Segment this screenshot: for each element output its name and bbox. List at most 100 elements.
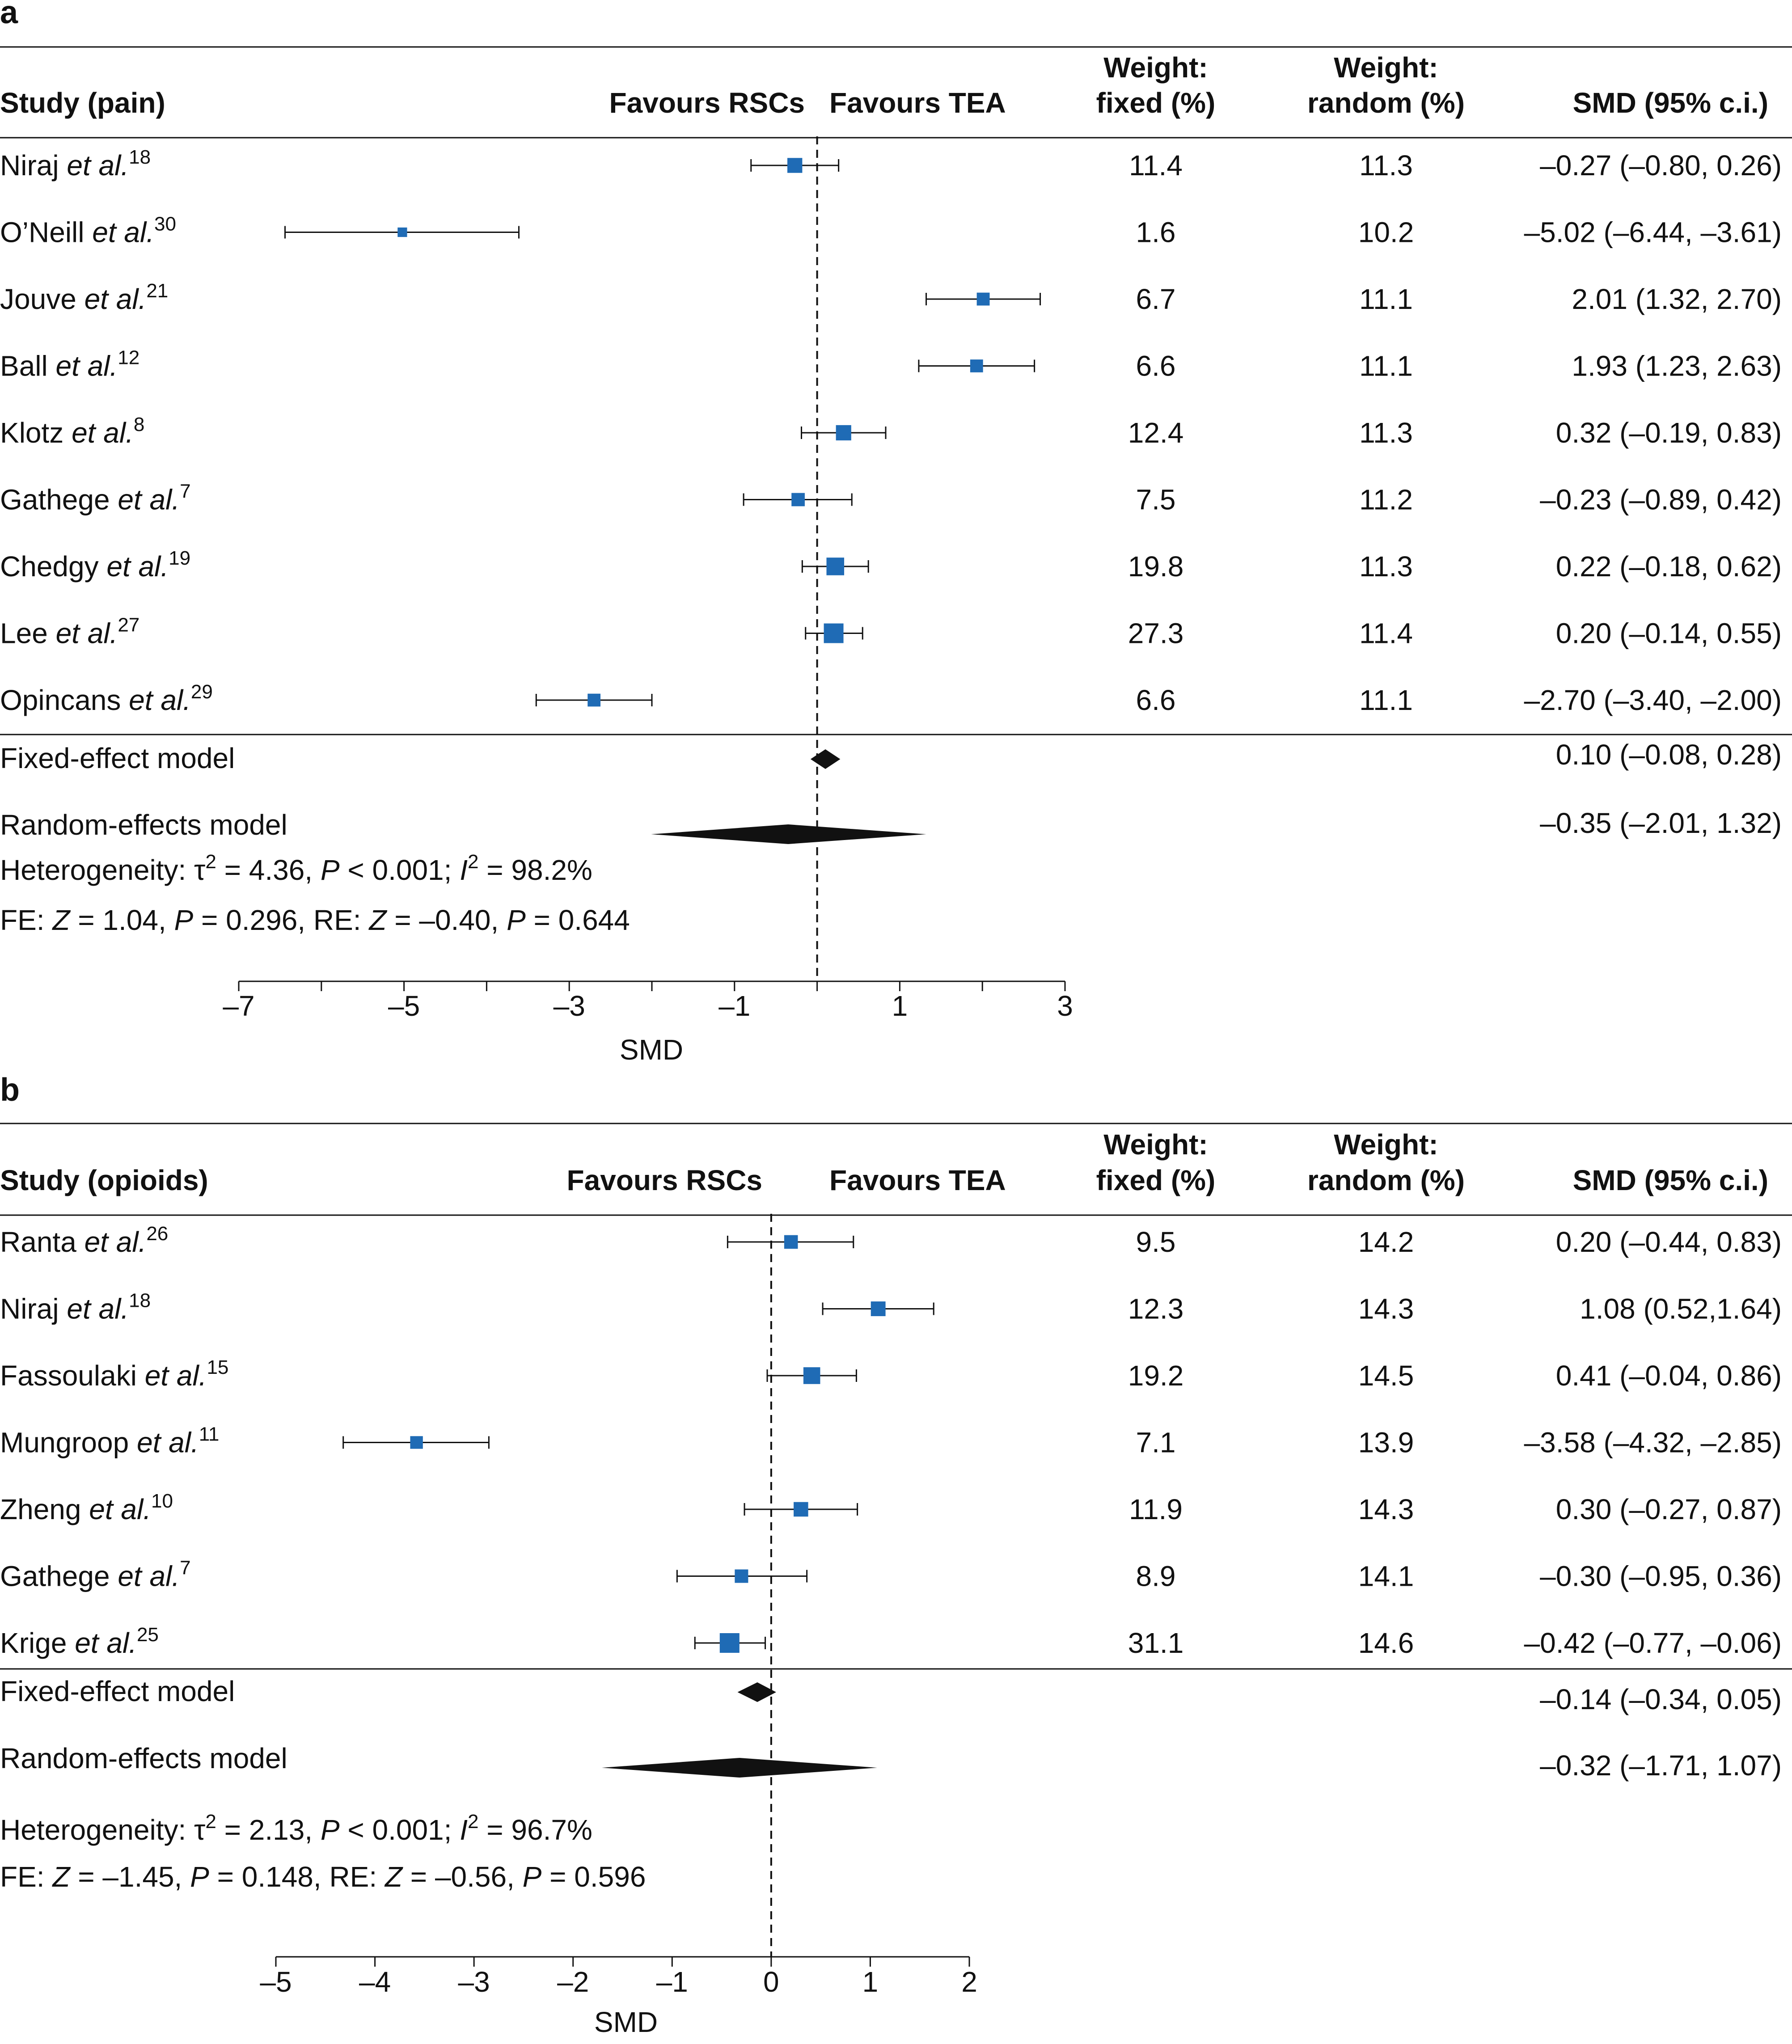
study-effect-marker — [836, 425, 851, 441]
study-name: O’Neill et al.30 — [0, 213, 176, 249]
overall-effect-tests: FE: Z = –1.45, P = 0.148, RE: Z = –0.56,… — [0, 1861, 646, 1893]
study-row: Klotz et al.8 12.4 11.3 0.32 (–0.19, 0.83) — [0, 414, 1782, 449]
study-et-al: et al. — [106, 550, 169, 583]
study-author: Gathege — [0, 484, 118, 516]
study-effect-marker — [826, 557, 845, 575]
weight-random-value: 11.4 — [1359, 617, 1413, 650]
heterogeneity-text: Heterogeneity: τ2 = 4.36, P < 0.001; I2 … — [0, 851, 592, 886]
heterogeneity-tau-exponent: 2 — [205, 851, 216, 873]
weight-random-value: 11.1 — [1359, 684, 1413, 716]
weight-random-value: 14.1 — [1358, 1560, 1414, 1592]
study-author: Mungroop — [0, 1427, 137, 1459]
study-reference: 18 — [129, 1290, 151, 1312]
study-row: Ball et al.12 6.6 11.1 1.93 (1.23, 2.63) — [0, 347, 1782, 382]
heterogeneity-tau-label: Heterogeneity: τ — [0, 854, 205, 886]
study-author: O’Neill — [0, 216, 92, 249]
heterogeneity-tau-label: Heterogeneity: τ — [0, 1814, 205, 1846]
study-effect-marker — [410, 1436, 423, 1449]
heterogeneity-i-exponent: 2 — [468, 851, 478, 873]
re-p-symbol: P — [507, 904, 526, 936]
heterogeneity-tau-value: = 2.13, — [216, 1814, 321, 1846]
study-effect-marker — [791, 493, 805, 507]
smd-ci-value: 1.93 (1.23, 2.63) — [1572, 350, 1782, 382]
weight-fixed-value: 6.6 — [1136, 350, 1176, 382]
heterogeneity-p-symbol: P — [321, 854, 340, 886]
weight-fixed-value: 7.1 — [1136, 1427, 1176, 1459]
fe-z-symbol: Z — [51, 904, 71, 936]
weight-fixed-value: 12.3 — [1128, 1293, 1184, 1325]
smd-ci-value: –3.58 (–4.32, –2.85) — [1524, 1427, 1782, 1459]
study-name: Gathege et al.7 — [0, 481, 191, 516]
study-effect-marker — [587, 693, 601, 707]
weight-random-value: 10.2 — [1358, 216, 1414, 249]
study-author: Klotz — [0, 417, 72, 449]
weight-random-value: 14.6 — [1358, 1627, 1414, 1659]
fixed-effect-label: Fixed-effect model — [0, 1675, 235, 1707]
study-name: Chedgy et al.19 — [0, 547, 190, 583]
study-author: Jouve — [0, 283, 85, 315]
x-axis-tick-label: 3 — [1057, 990, 1073, 1022]
study-effect-marker — [976, 292, 990, 306]
study-reference: 10 — [151, 1490, 173, 1512]
smd-ci-value: –0.42 (–0.77, –0.06) — [1524, 1627, 1782, 1659]
column-header-weight-fixed-line1: Weight: — [1103, 1128, 1208, 1161]
column-header-study: Study (opioids) — [0, 1164, 208, 1196]
forest-panel-a: a Study (pain) Favours RSCs Favours TEA Weig… — [0, 0, 1792, 1066]
weight-random-value: 11.2 — [1359, 484, 1413, 516]
weight-random-value: 11.3 — [1359, 417, 1413, 449]
study-name: Opincans et al.29 — [0, 681, 213, 716]
study-row: Zheng et al.10 11.9 14.3 0.30 (–0.27, 0.87) — [0, 1490, 1782, 1525]
study-author: Lee — [0, 617, 56, 650]
weight-random-value: 13.9 — [1358, 1427, 1414, 1459]
weight-fixed-value: 8.9 — [1136, 1560, 1176, 1592]
study-reference: 12 — [118, 347, 139, 369]
study-author: Ranta — [0, 1226, 85, 1258]
x-axis-tick-label: –2 — [557, 1966, 589, 1998]
study-et-al: et al. — [56, 617, 118, 650]
x-axis-tick-label: 1 — [862, 1966, 879, 1998]
study-reference: 8 — [134, 414, 144, 435]
fixed-effect-diamond — [810, 749, 841, 769]
study-name: Niraj et al.18 — [0, 1290, 151, 1325]
study-et-al: et al. — [67, 149, 129, 182]
study-row: Mungroop et al.11 7.1 13.9 –3.58 (–4.32, –2… — [0, 1423, 1782, 1459]
column-header-study: Study (pain) — [0, 87, 165, 119]
x-axis-tick-label: –5 — [388, 990, 420, 1022]
column-header-weight-fixed-line1: Weight: — [1103, 51, 1208, 84]
weight-random-value: 14.5 — [1358, 1360, 1414, 1392]
study-effect-marker — [787, 158, 803, 173]
smd-ci-value: 0.41 (–0.04, 0.86) — [1556, 1360, 1782, 1392]
panel-label: a — [0, 0, 18, 30]
study-name: Zheng et al.10 — [0, 1490, 173, 1525]
smd-ci-value: 0.20 (–0.44, 0.83) — [1556, 1226, 1782, 1258]
study-et-al: et al. — [137, 1427, 199, 1459]
weight-random-value: 14.2 — [1358, 1226, 1414, 1258]
column-header-weight-random-line1: Weight: — [1334, 1128, 1438, 1161]
study-effect-marker — [824, 623, 844, 643]
x-axis-tick-label: 0 — [763, 1966, 779, 1998]
random-effects-label: Random-effects model — [0, 1742, 287, 1774]
weight-random-value: 11.3 — [1359, 149, 1413, 182]
smd-ci-value: –0.27 (–0.80, 0.26) — [1540, 149, 1782, 182]
column-header-weight-random-line1: Weight: — [1334, 51, 1438, 84]
smd-ci-value: 0.22 (–0.18, 0.62) — [1556, 550, 1782, 583]
study-reference: 27 — [118, 614, 139, 636]
study-reference: 15 — [207, 1356, 228, 1378]
study-row: Fassoulaki et al.15 19.2 14.5 0.41 (–0.04, … — [0, 1356, 1782, 1392]
study-effect-marker — [397, 227, 407, 237]
fe-label: FE: — [0, 904, 52, 936]
study-row: Gathege et al.7 8.9 14.1 –0.30 (–0.95, 0.36… — [0, 1557, 1782, 1592]
study-row: Jouve et al.21 6.7 11.1 2.01 (1.32, 2.70) — [0, 280, 1782, 315]
random-effects-smd-ci: –0.35 (–2.01, 1.32) — [1540, 807, 1782, 839]
study-et-al: et al. — [85, 1226, 147, 1258]
x-axis-tick-label: –1 — [656, 1966, 688, 1998]
study-reference: 25 — [137, 1624, 159, 1646]
x-axis-tick-label: 2 — [961, 1966, 977, 1998]
fe-p-symbol: P — [190, 1861, 209, 1893]
smd-ci-value: 0.30 (–0.27, 0.87) — [1556, 1493, 1782, 1525]
study-et-al: et al. — [89, 1493, 151, 1525]
study-et-al: et al. — [92, 216, 154, 249]
study-row: Lee et al.27 27.3 11.4 0.20 (–0.14, 0.55) — [0, 614, 1782, 650]
study-row: O’Neill et al.30 1.6 10.2 –5.02 (–6.44, –3.… — [0, 213, 1782, 249]
study-reference: 30 — [154, 213, 176, 235]
